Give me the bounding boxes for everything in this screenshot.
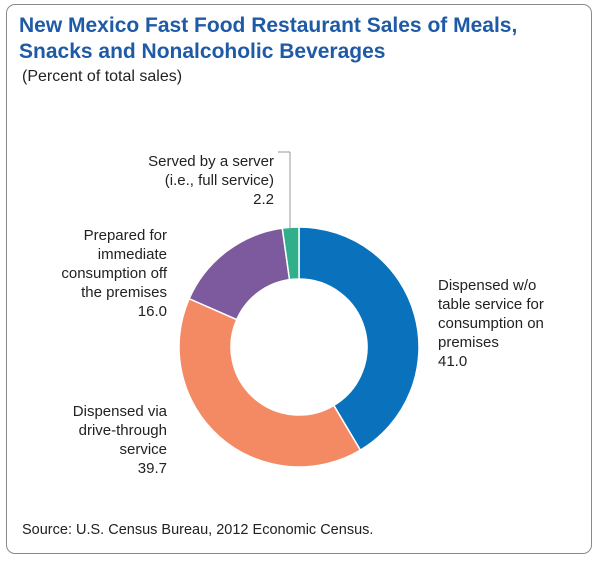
chart-title: New Mexico Fast Food Restaurant Sales of… (19, 14, 518, 63)
label-drive-through: Dispensed via drive-through service 39.7 (40, 383, 167, 497)
source-note: Source: U.S. Census Bureau, 2012 Economi… (22, 522, 374, 538)
label-off-premises: Prepared for immediate consumption off t… (30, 207, 167, 340)
slice-served-by-server (281, 226, 300, 281)
value-served-by-server: 2.2 (253, 191, 274, 208)
slice-dispensed-without-table-service (298, 226, 420, 452)
label-served-by-server: Served by a server (i.e., full service) … (90, 133, 274, 228)
label-text: Prepared for immediate consumption off t… (61, 227, 167, 301)
label-text: Dispensed via drive-through service (72, 403, 167, 458)
value-off-premises: 16.0 (137, 303, 167, 320)
label-dispensed-without-table-service: Dispensed w/o table service for consumpt… (438, 257, 544, 390)
value-dispensed-without-table-service: 41.0 (438, 353, 468, 370)
chart-subtitle: (Percent of total sales) (22, 68, 183, 85)
slice-off-premises (188, 227, 291, 321)
label-text: Served by a server (i.e., full service) (148, 153, 274, 189)
label-text: Dispensed w/o table service for consumpt… (438, 277, 544, 351)
slice-drive-through (178, 297, 362, 468)
value-drive-through: 39.7 (137, 460, 167, 477)
